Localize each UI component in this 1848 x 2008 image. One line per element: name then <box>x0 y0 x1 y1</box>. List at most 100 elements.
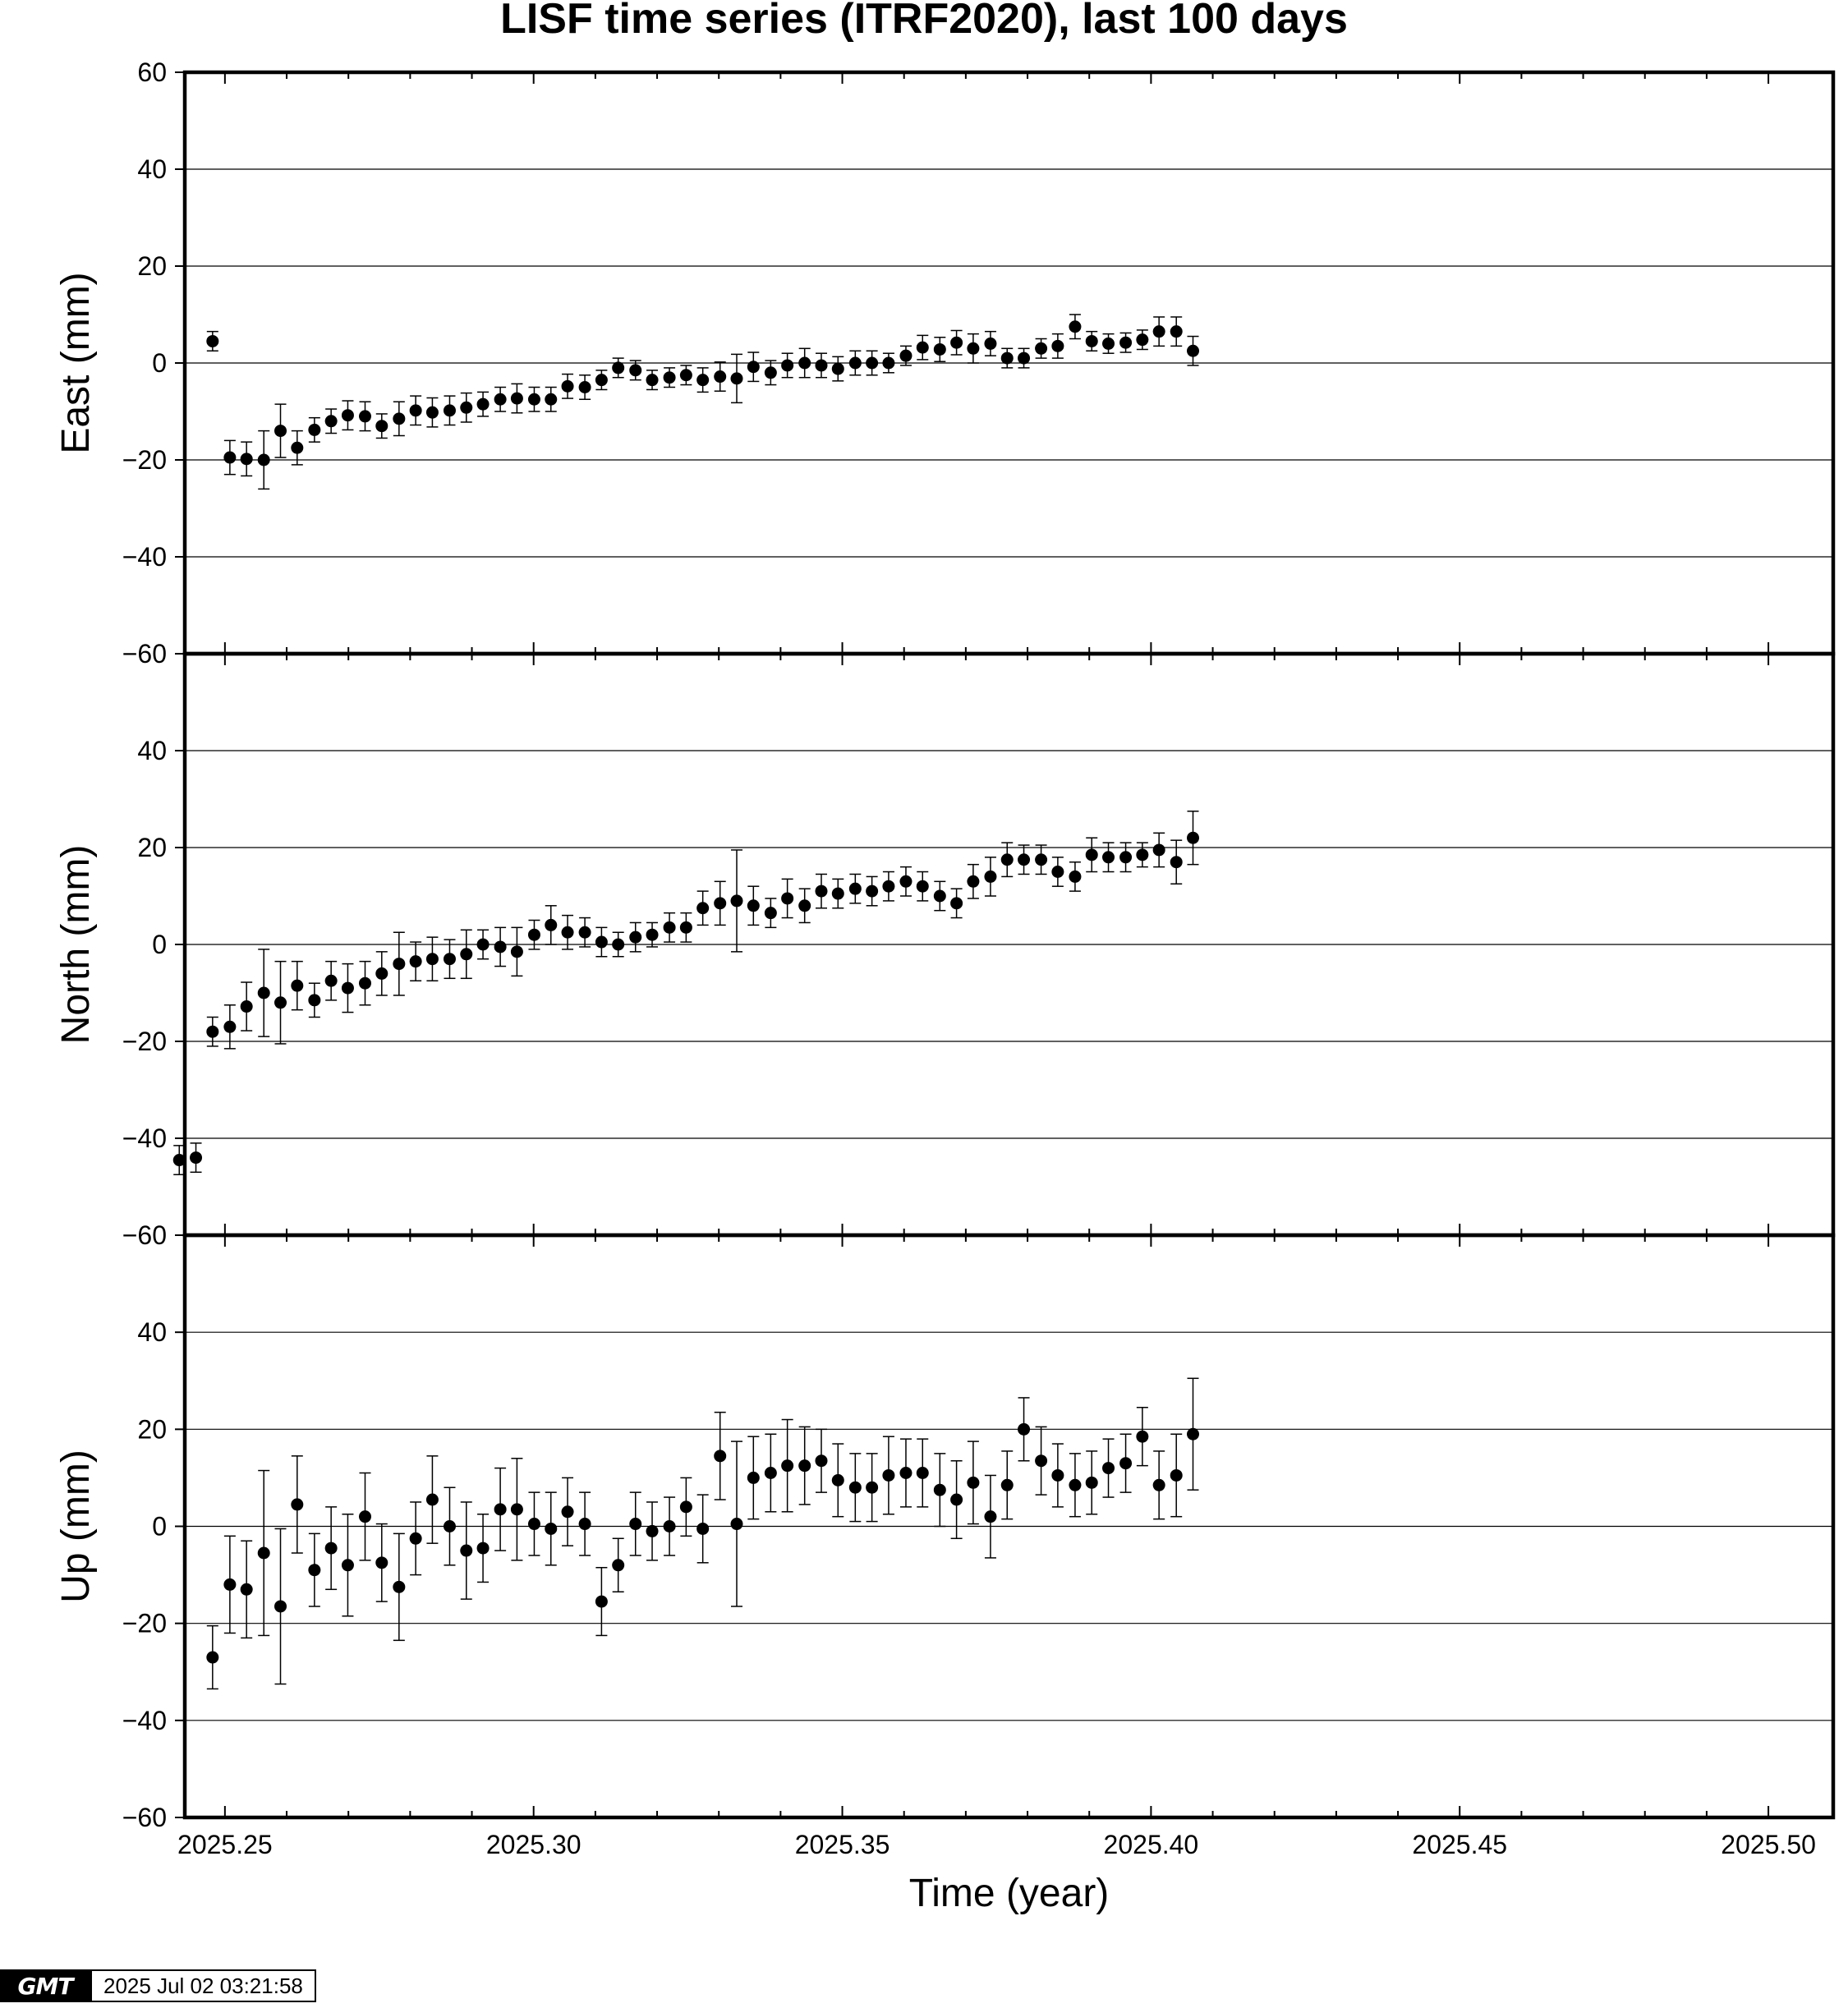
point-marker <box>291 979 304 992</box>
point-marker <box>663 921 676 934</box>
y-tick-label: −60 <box>122 639 167 669</box>
data-point <box>831 878 844 909</box>
data-point <box>1136 842 1149 868</box>
point-marker <box>223 1578 237 1591</box>
y-tick-label: 40 <box>137 736 167 765</box>
data-point <box>223 1535 237 1634</box>
point-marker <box>1085 848 1098 862</box>
point-marker <box>476 938 490 951</box>
y-tick-label: 60 <box>137 57 167 87</box>
point-marker <box>831 362 844 375</box>
point-marker <box>899 1467 913 1480</box>
data-point <box>1170 1433 1183 1518</box>
panel-frame <box>182 1233 1836 1820</box>
data-point <box>443 395 456 426</box>
point-marker <box>341 409 354 422</box>
point-marker <box>866 885 879 898</box>
data-point <box>561 373 574 399</box>
point-marker <box>324 1542 338 1555</box>
data-point <box>1170 839 1183 885</box>
data-point <box>1187 335 1200 366</box>
point-marker <box>510 392 523 405</box>
point-marker <box>679 921 692 934</box>
data-point <box>882 871 895 902</box>
point-marker <box>950 1493 963 1506</box>
data-point <box>899 866 913 897</box>
point-marker <box>393 412 406 425</box>
data-point <box>443 939 456 980</box>
point-marker <box>1018 853 1031 866</box>
data-point <box>815 873 828 909</box>
y-axis-label: East (mm) <box>54 272 98 453</box>
point-marker <box>274 996 287 1009</box>
point-marker <box>595 1595 608 1608</box>
data-point <box>764 898 777 929</box>
data-point <box>848 350 862 376</box>
y-tick-label: −40 <box>122 1123 167 1153</box>
data-point <box>933 336 946 362</box>
data-point <box>679 1477 692 1537</box>
data-point <box>714 361 727 392</box>
data-point <box>781 352 794 379</box>
data-point <box>527 919 540 950</box>
data-point <box>984 857 997 897</box>
y-tick-label: 20 <box>137 1414 167 1444</box>
data-point <box>831 356 844 382</box>
data-point <box>866 1453 879 1523</box>
y-tick-label: 40 <box>137 1317 167 1347</box>
data-point <box>324 408 338 434</box>
point-marker <box>545 918 558 931</box>
point-marker <box>933 342 946 356</box>
point-marker <box>308 423 321 436</box>
data-point <box>425 397 439 428</box>
point-marker <box>798 899 811 912</box>
x-tick-label: 2025.45 <box>1412 1830 1507 1859</box>
data-point <box>240 1540 253 1639</box>
data-point <box>984 1474 997 1559</box>
data-point <box>714 880 727 926</box>
data-point <box>1085 837 1098 873</box>
data-point <box>933 880 946 912</box>
y-axis-label: North (mm) <box>54 845 98 1045</box>
point-marker <box>1136 333 1149 347</box>
point-marker <box>679 1500 692 1514</box>
point-marker <box>730 1518 743 1531</box>
data-point <box>1152 316 1165 347</box>
point-marker <box>933 889 946 903</box>
point-marker <box>882 356 895 370</box>
point-marker <box>1069 1478 1082 1491</box>
point-marker <box>1000 352 1014 365</box>
point-marker <box>375 967 388 980</box>
point-marker <box>612 361 625 374</box>
data-point <box>223 439 237 476</box>
data-point <box>1069 314 1082 340</box>
data-point <box>561 1477 574 1546</box>
point-marker <box>308 994 321 1007</box>
point-marker <box>595 935 608 949</box>
data-point <box>545 386 558 412</box>
point-marker <box>358 410 371 423</box>
point-marker <box>1035 853 1048 866</box>
y-tick-label: −60 <box>122 1803 167 1832</box>
point-marker <box>646 1524 659 1537</box>
point-marker <box>899 875 913 888</box>
panels: −60 −40 −20 0 20 40 60 East (mm) −60 −40 −20 0 20 40 N… <box>54 57 1836 1915</box>
data-point <box>578 1491 591 1556</box>
point-marker <box>223 1020 237 1033</box>
data-point <box>409 1501 422 1576</box>
y-tick-label: −20 <box>122 1609 167 1638</box>
data-point <box>274 403 287 458</box>
data-point <box>494 1467 507 1551</box>
data-point <box>1170 316 1183 347</box>
x-tick-label: 2025.50 <box>1721 1830 1816 1859</box>
data-point <box>612 357 625 379</box>
point-marker <box>866 1481 879 1494</box>
data-point <box>1000 1450 1014 1520</box>
data-point <box>1018 1397 1031 1462</box>
data-point <box>409 395 422 426</box>
data-point <box>1102 333 1115 354</box>
data-point <box>629 1491 642 1556</box>
data-point <box>646 921 659 948</box>
point-marker <box>629 364 642 377</box>
